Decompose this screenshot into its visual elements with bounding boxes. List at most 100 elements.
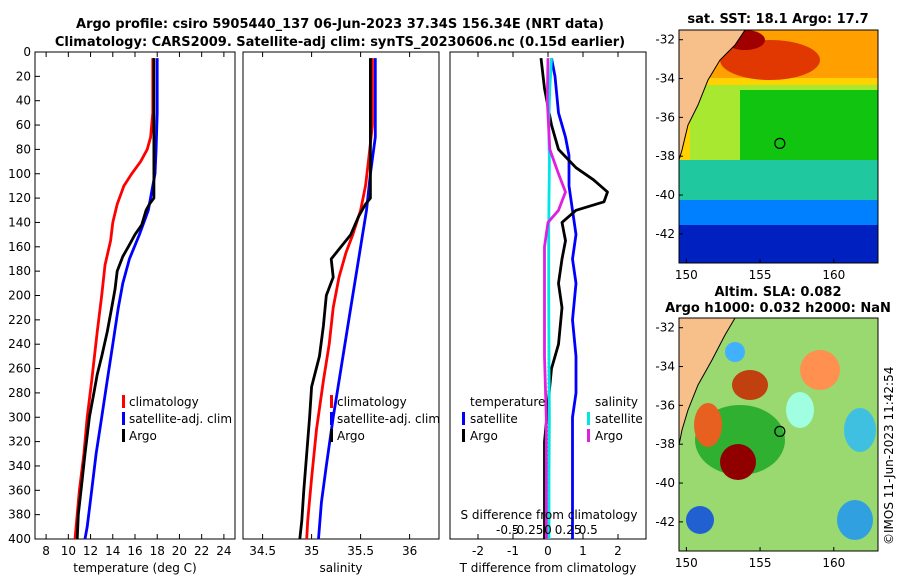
- map-y-tick-label: -38: [655, 149, 675, 163]
- sla-cool-blob-2: [725, 342, 745, 362]
- legend-label-s-argo: Argo: [595, 429, 623, 443]
- salinity-difference-ticks: -0.5-0.25 0 0.250.5: [496, 523, 598, 537]
- y-tick-label: 320: [8, 435, 31, 449]
- y-tick-label: 260: [8, 362, 31, 376]
- map-y-tick-label: -32: [655, 321, 675, 335]
- difference-top-label: S difference from climatology: [461, 508, 638, 522]
- map-y-tick-label: -42: [655, 515, 675, 529]
- series-line-t-satellite: [550, 57, 578, 539]
- figure-title-line1: Argo profile: csiro 5905440_137 06-Jun-2…: [76, 17, 604, 32]
- salinity-axis-ticks: 34.5 35 35.5 36: [249, 52, 417, 558]
- difference-lines: [539, 57, 609, 539]
- salinity-axes: [242, 51, 440, 540]
- x-tick-label: 10: [61, 544, 76, 558]
- y-tick-label: 180: [8, 264, 31, 278]
- x-tick-label: 12: [83, 544, 98, 558]
- legend-swatch-s-satellite: [587, 412, 590, 425]
- sla-warm-blob-3: [694, 403, 722, 447]
- y-tick-label: 100: [8, 167, 31, 181]
- y-tick-label: 200: [8, 289, 31, 303]
- legend-swatch-argo: [330, 429, 333, 442]
- y-tick-label: 20: [16, 69, 31, 83]
- legend-swatch-s-argo: [587, 429, 590, 442]
- series-line-argo: [298, 58, 372, 540]
- x-tick-label: -2: [472, 544, 484, 558]
- legend-label-climatology: climatology: [337, 395, 407, 409]
- salinity-xlabel: salinity: [319, 561, 362, 575]
- series-line-s-argo: [543, 58, 567, 539]
- sst-map-frame: [678, 29, 879, 264]
- map-y-tick-label: -40: [655, 188, 675, 202]
- sst-map-panel: sat. SST: 18.1 Argo: 17.7 150 155 160 -32 -3…: [655, 12, 879, 282]
- sla-map-title: Altim. SLA: 0.082: [715, 285, 842, 300]
- x-tick-label: 18: [150, 544, 165, 558]
- difference-xlabel: T difference from climatology: [459, 561, 637, 575]
- y-tick-label: 360: [8, 483, 31, 497]
- temperature-lines: [73, 58, 159, 540]
- sst-map-image: [679, 30, 878, 263]
- top-tick-label: 0: [544, 523, 552, 537]
- y-tick-label: 340: [8, 459, 31, 473]
- y-tick-label: 380: [8, 508, 31, 522]
- legend-label-t-argo: Argo: [470, 429, 498, 443]
- sst-map-title: sat. SST: 18.1 Argo: 17.7: [687, 12, 868, 27]
- sla-map-frame: [678, 317, 879, 552]
- legend-swatch-t-satellite: [462, 412, 465, 425]
- legend-swatch-climatology: [330, 395, 333, 408]
- map-y-tick-label: -34: [655, 72, 675, 86]
- sla-warm-blob-1: [800, 350, 840, 390]
- x-tick-label: 35: [304, 544, 319, 558]
- top-tick-label: -0.25: [512, 523, 543, 537]
- top-tick-label: 0.5: [579, 523, 598, 537]
- sst-land: [679, 30, 746, 161]
- difference-panel: -2 -1 0 1 2 S difference from climatology -0…: [449, 51, 647, 575]
- y-tick-label: 280: [8, 386, 31, 400]
- legend-label-salinity: salinity: [595, 395, 638, 409]
- top-tick-label: 0.25: [555, 523, 582, 537]
- sla-warm-blob-2: [732, 370, 768, 400]
- y-tick-label: 220: [8, 313, 31, 327]
- y-tick-label: 160: [8, 240, 31, 254]
- sla-map-image: [679, 318, 878, 551]
- legend-label-climatology: climatology: [129, 395, 199, 409]
- x-tick-label: 0: [544, 544, 552, 558]
- legend-label-s-satellite: satellite: [595, 412, 643, 426]
- legend-swatch-satellite: [330, 412, 333, 425]
- salinity-panel: 34.5 35 35.5 36 salinity climatology satell…: [242, 51, 440, 575]
- map-y-tick-label: -32: [655, 33, 675, 47]
- sla-hot-eddy: [720, 444, 756, 480]
- sla-axis-ticks: 150 155 160 -32 -34 -36 -38 -40 -42: [655, 321, 845, 570]
- x-tick-label: 35.5: [347, 544, 374, 558]
- temperature-xlabel: temperature (deg C): [73, 561, 196, 575]
- legend-swatch-t-argo: [462, 429, 465, 442]
- temperature-axes: [34, 51, 236, 540]
- sla-cool-blob-5: [686, 506, 714, 534]
- x-tick-label: 22: [194, 544, 209, 558]
- map-x-tick-label: 160: [822, 556, 845, 570]
- y-tick-label: 120: [8, 191, 31, 205]
- depth-axis-ticks: 0 20 40 60 80 100 120 140 160 180 200 220 240 260 280 3…: [8, 45, 40, 546]
- map-x-tick-label: 150: [675, 268, 698, 282]
- y-tick-label: 60: [16, 118, 31, 132]
- y-tick-label: 240: [8, 337, 31, 351]
- legend-label-satellite: satellite-adj. clim: [129, 412, 232, 426]
- x-tick-label: 24: [216, 544, 231, 558]
- x-tick-label: 36: [402, 544, 417, 558]
- legend-label-argo: Argo: [337, 429, 365, 443]
- map-x-tick-label: 160: [822, 268, 845, 282]
- x-tick-label: 14: [105, 544, 120, 558]
- x-tick-label: 1: [579, 544, 587, 558]
- sla-cool-blob-3: [844, 408, 876, 452]
- temperature-panel: 0 20 40 60 80 100 120 140 160 180 200 220 240 260 280 3…: [8, 45, 236, 575]
- y-tick-label: 80: [16, 142, 31, 156]
- map-x-tick-label: 150: [675, 556, 698, 570]
- sla-float-marker: [774, 425, 786, 437]
- map-y-tick-label: -38: [655, 437, 675, 451]
- sla-cool-blob-4: [837, 500, 873, 540]
- x-tick-label: -1: [507, 544, 519, 558]
- map-y-tick-label: -36: [655, 110, 675, 124]
- legend-swatch-climatology: [122, 395, 125, 408]
- sla-cool-blob-1: [786, 392, 814, 428]
- y-tick-label: 140: [8, 215, 31, 229]
